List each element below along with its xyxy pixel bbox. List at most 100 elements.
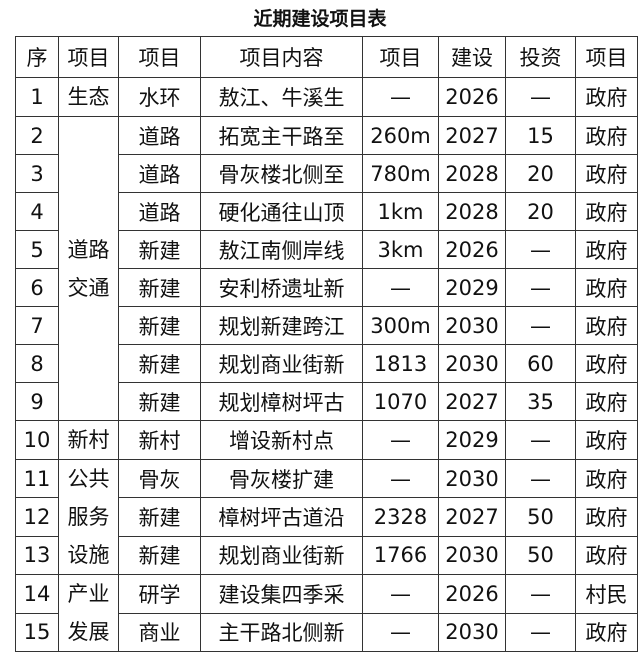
category-label: 服务 xyxy=(67,505,110,529)
cell-year: 2029 xyxy=(438,420,506,460)
category-cell: 新村 xyxy=(58,420,119,460)
cell-type: 水环 xyxy=(118,77,201,117)
table-row: 10 新村 新村 增设新村点 —2029— 政府 xyxy=(15,420,638,460)
cell-owner: 政府 xyxy=(575,612,638,652)
cell-owner: 政府 xyxy=(575,535,638,576)
cell-owner: 村民 xyxy=(575,574,638,614)
cell-no: 12 xyxy=(15,497,59,537)
cell-scale: 1km xyxy=(362,192,439,231)
table-title: 近期建设项目表 xyxy=(253,8,387,30)
cell-year: 2026 xyxy=(438,77,506,117)
cell-owner: 政府 xyxy=(575,154,638,193)
cell-content: 安利桥遗址新 xyxy=(200,268,363,307)
cell-content: 主干路北侧新 xyxy=(200,612,363,652)
table-row: 9 新建 规划樟树坪古 1070 2027 35 政府 xyxy=(15,382,638,421)
cell-type: 新建 xyxy=(118,344,201,383)
cell-scale: — xyxy=(362,420,439,460)
cell-content: 骨灰楼北侧至 xyxy=(200,154,363,193)
project-table: 序 项目 项目 项目内容 项目 建设 投资 项目 1 生态 水环 敖江、牛溪生 —202… xyxy=(15,36,638,652)
cell-year: 2027 xyxy=(438,497,506,537)
cell-invest: 60 xyxy=(505,344,576,383)
cell-year: 2026 xyxy=(438,230,506,269)
cell-no: 15 xyxy=(15,612,59,652)
table-row: 1 生态 水环 敖江、牛溪生 —2026— 政府 xyxy=(15,77,638,117)
cell-no: 9 xyxy=(15,382,59,421)
cell-type: 道路 xyxy=(118,116,201,155)
cell-owner: 政府 xyxy=(575,497,638,537)
table-row: 11 公共 服务 设施 骨灰 骨灰楼扩建 —2030— 政府 xyxy=(15,458,638,575)
cell-year: 2028 xyxy=(438,192,506,231)
cell-content: 建设集四季采 xyxy=(200,574,363,614)
cell-invest: 20 xyxy=(505,192,576,231)
cell-scale: 260m xyxy=(362,116,439,155)
cell-scale: 780m xyxy=(362,154,439,193)
cell-type: 新建 xyxy=(118,497,201,537)
cell-invest: 35 xyxy=(505,382,576,421)
cell-content: 骨灰楼扩建 xyxy=(200,458,363,499)
cell-year: 2030 xyxy=(438,535,506,576)
cell-year: 2030 xyxy=(438,344,506,383)
cell-type: 新建 xyxy=(118,230,201,269)
cell-content: 敖江、牛溪生 xyxy=(200,77,363,117)
cell-content: 樟树坪古道沿 xyxy=(200,497,363,537)
table-row: 7 新建 规划新建跨江 300m 2030— 政府 xyxy=(15,306,638,345)
cell-owner: 政府 xyxy=(575,344,638,383)
cell-invest: — xyxy=(505,268,576,307)
cell-owner: 政府 xyxy=(575,268,638,307)
cell-invest: 50 xyxy=(505,535,576,576)
cell-content: 增设新村点 xyxy=(200,420,363,460)
cell-type: 道路 xyxy=(118,154,201,193)
cell-invest: — xyxy=(505,458,576,499)
table-row: 6 新建 安利桥遗址新 —2029— 政府 xyxy=(15,268,638,307)
cell-scale: — xyxy=(362,612,439,652)
cell-no: 13 xyxy=(15,535,59,576)
cell-content: 硬化通往山顶 xyxy=(200,192,363,231)
category-label: 发展 xyxy=(67,620,110,644)
cell-content: 敖江南侧岸线 xyxy=(200,230,363,269)
cell-no: 11 xyxy=(15,458,59,499)
cell-scale: — xyxy=(362,574,439,614)
category-cell: 产业 发展 xyxy=(58,574,119,652)
cell-year: 2027 xyxy=(438,382,506,421)
category-label: 产业 xyxy=(67,582,110,606)
cell-invest: 50 xyxy=(505,497,576,537)
cell-type: 商业 xyxy=(118,612,201,652)
cell-type: 道路 xyxy=(118,192,201,231)
header-cell: 项目 xyxy=(575,36,638,78)
cell-owner: 政府 xyxy=(575,420,638,460)
header-cell: 建设 xyxy=(438,36,506,78)
category-label: 设施 xyxy=(67,543,110,567)
cell-scale: 300m xyxy=(362,306,439,345)
cell-scale: — xyxy=(362,458,439,499)
cell-invest: — xyxy=(505,420,576,460)
cell-no: 1 xyxy=(15,77,59,117)
cell-content: 规划樟树坪古 xyxy=(200,382,363,421)
cell-scale: — xyxy=(362,77,439,117)
cell-scale: 1766 xyxy=(362,535,439,576)
cell-type: 新村 xyxy=(118,420,201,460)
header-cell: 项目 xyxy=(362,36,439,78)
cell-invest: 20 xyxy=(505,154,576,193)
cell-owner: 政府 xyxy=(575,458,638,499)
category-label: 生态 xyxy=(67,85,110,109)
cell-scale: — xyxy=(362,268,439,307)
cell-no: 5 xyxy=(15,230,59,269)
cell-invest: — xyxy=(505,612,576,652)
table-row: 5 新建 敖江南侧岸线 3km 2026— 政府 xyxy=(15,230,638,269)
cell-no: 10 xyxy=(15,420,59,460)
header-cell: 项目内容 xyxy=(200,36,363,78)
header-cell: 序 xyxy=(15,36,59,78)
cell-year: 2028 xyxy=(438,154,506,193)
category-cell: 公共 服务 设施 xyxy=(58,459,119,575)
cell-invest: — xyxy=(505,306,576,345)
cell-content: 规划商业街新 xyxy=(200,535,363,576)
cell-invest: — xyxy=(505,574,576,614)
cell-type: 研学 xyxy=(118,574,201,614)
cell-content: 规划新建跨江 xyxy=(200,306,363,345)
category-cell: 生态 xyxy=(58,77,119,117)
table-row: 3 道路 骨灰楼北侧至 780m 2028 20 政府 xyxy=(15,154,638,193)
cell-no: 3 xyxy=(15,154,59,193)
cell-no: 14 xyxy=(15,574,59,614)
cell-owner: 政府 xyxy=(575,382,638,421)
cell-invest: — xyxy=(505,77,576,117)
